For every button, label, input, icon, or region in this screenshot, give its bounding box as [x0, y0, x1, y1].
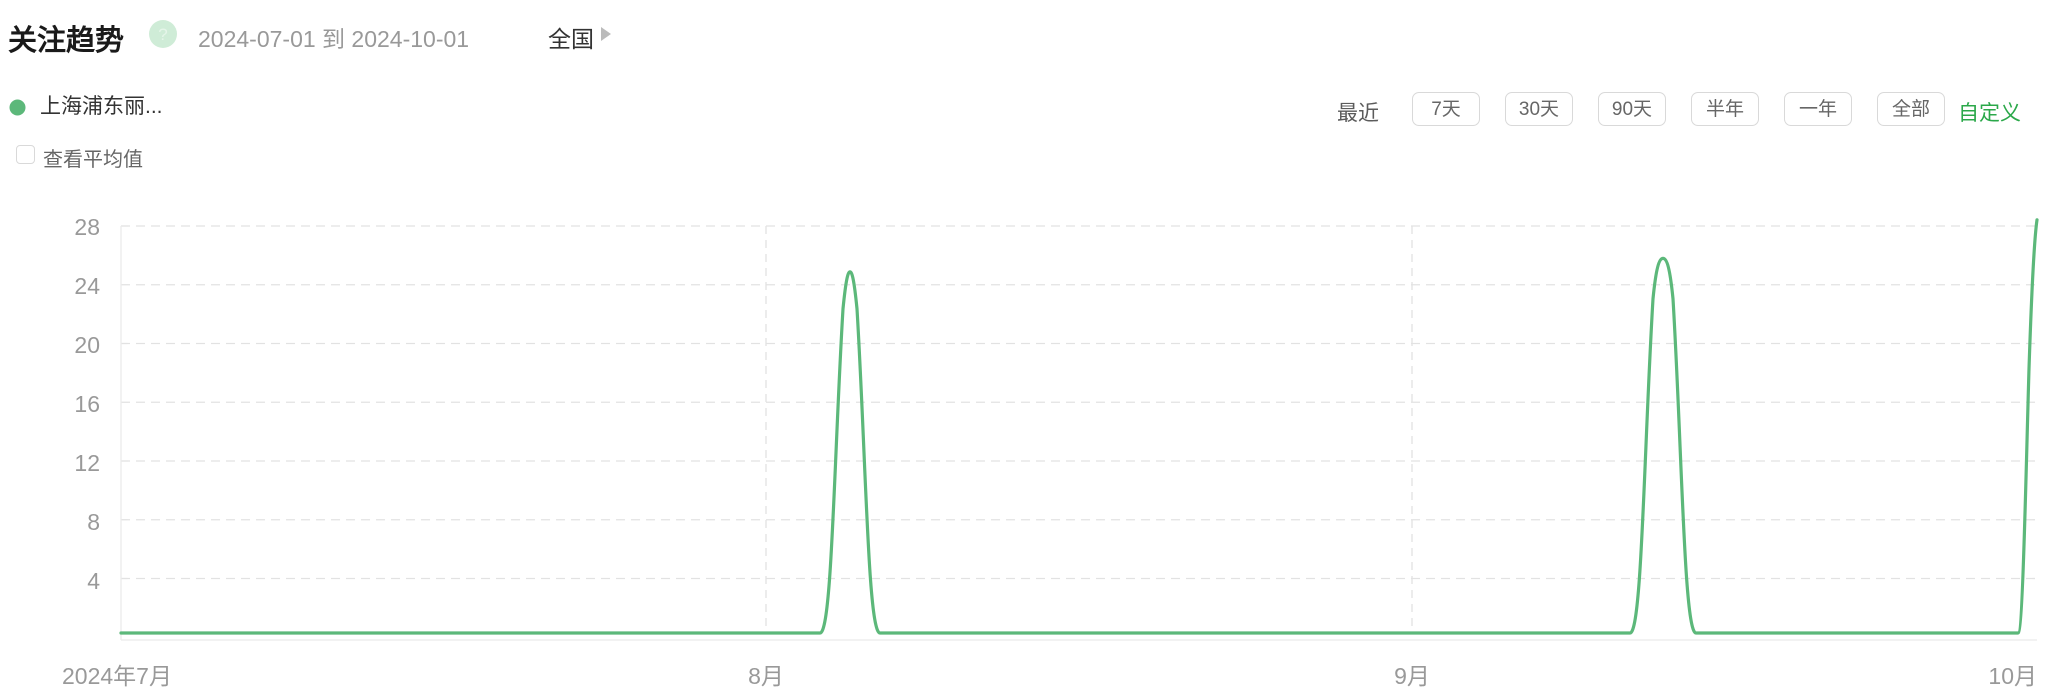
svg-text:2024年7月: 2024年7月 [62, 663, 172, 689]
svg-text:16: 16 [74, 391, 100, 417]
svg-text:12: 12 [74, 450, 100, 476]
svg-text:8: 8 [87, 509, 100, 535]
svg-text:28: 28 [74, 214, 100, 240]
svg-text:10月: 10月 [1988, 663, 2037, 689]
svg-text:4: 4 [87, 568, 100, 594]
svg-text:8月: 8月 [748, 663, 784, 689]
svg-text:20: 20 [74, 332, 100, 358]
svg-text:24: 24 [74, 273, 100, 299]
svg-text:9月: 9月 [1394, 663, 1430, 689]
